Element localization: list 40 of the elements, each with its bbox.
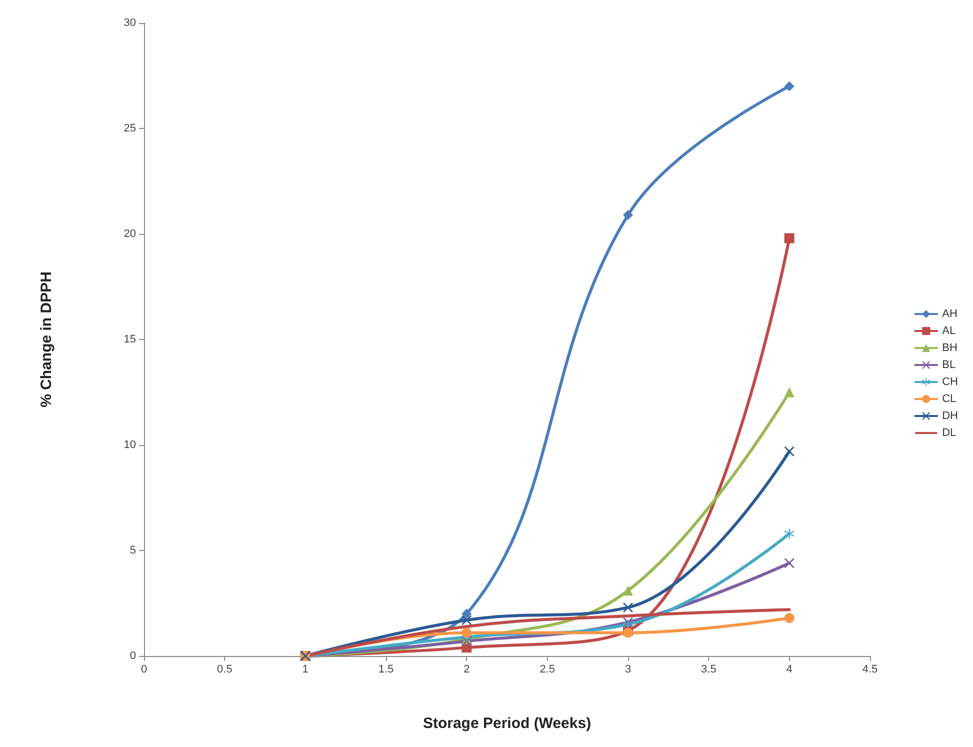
y-tick-label: 0 — [130, 650, 136, 662]
y-tick-label: 25 — [124, 122, 136, 134]
y-tick-label: 30 — [124, 17, 136, 29]
x-axis-title: Storage Period (Weeks) — [422, 715, 592, 732]
x-tick-label: 2 — [464, 664, 470, 676]
point — [462, 608, 472, 619]
point — [462, 628, 472, 638]
point — [784, 446, 794, 456]
point — [784, 81, 794, 92]
x-tick-label: 4 — [786, 664, 792, 676]
point — [462, 615, 472, 626]
legend-label: DL — [942, 427, 956, 439]
legend-label: AH — [942, 308, 958, 320]
y-tick-label: 20 — [124, 228, 136, 240]
x-tick-label: 3.5 — [701, 664, 716, 676]
point — [784, 233, 794, 244]
x-tick-label: 4.5 — [862, 664, 878, 676]
x-tick-label: 1 — [302, 664, 308, 676]
legend-label: BL — [942, 359, 956, 371]
legend-label: CH — [942, 376, 958, 388]
point — [623, 602, 633, 612]
x-tick-label: 0 — [140, 664, 148, 676]
x-tick-label: 0.5 — [217, 664, 232, 676]
point — [784, 558, 794, 568]
x-tick-label: 1.5 — [378, 664, 394, 676]
legend-label: AL — [942, 325, 956, 337]
point — [623, 586, 633, 596]
y-axis-title: % Change in DPPH — [38, 272, 55, 408]
point — [623, 210, 633, 220]
y-tick-label: 15 — [124, 334, 136, 346]
legend-label: CL — [942, 393, 956, 405]
point — [784, 613, 794, 624]
legend-label: BH — [942, 342, 958, 354]
point — [784, 387, 794, 398]
legend-label: DH — [942, 410, 958, 422]
point — [784, 528, 794, 539]
x-tick-label: 2.5 — [540, 664, 555, 676]
y-tick-label: 10 — [124, 439, 136, 451]
y-tick-label: 5 — [130, 544, 136, 556]
x-tick-label: 3 — [624, 664, 632, 676]
